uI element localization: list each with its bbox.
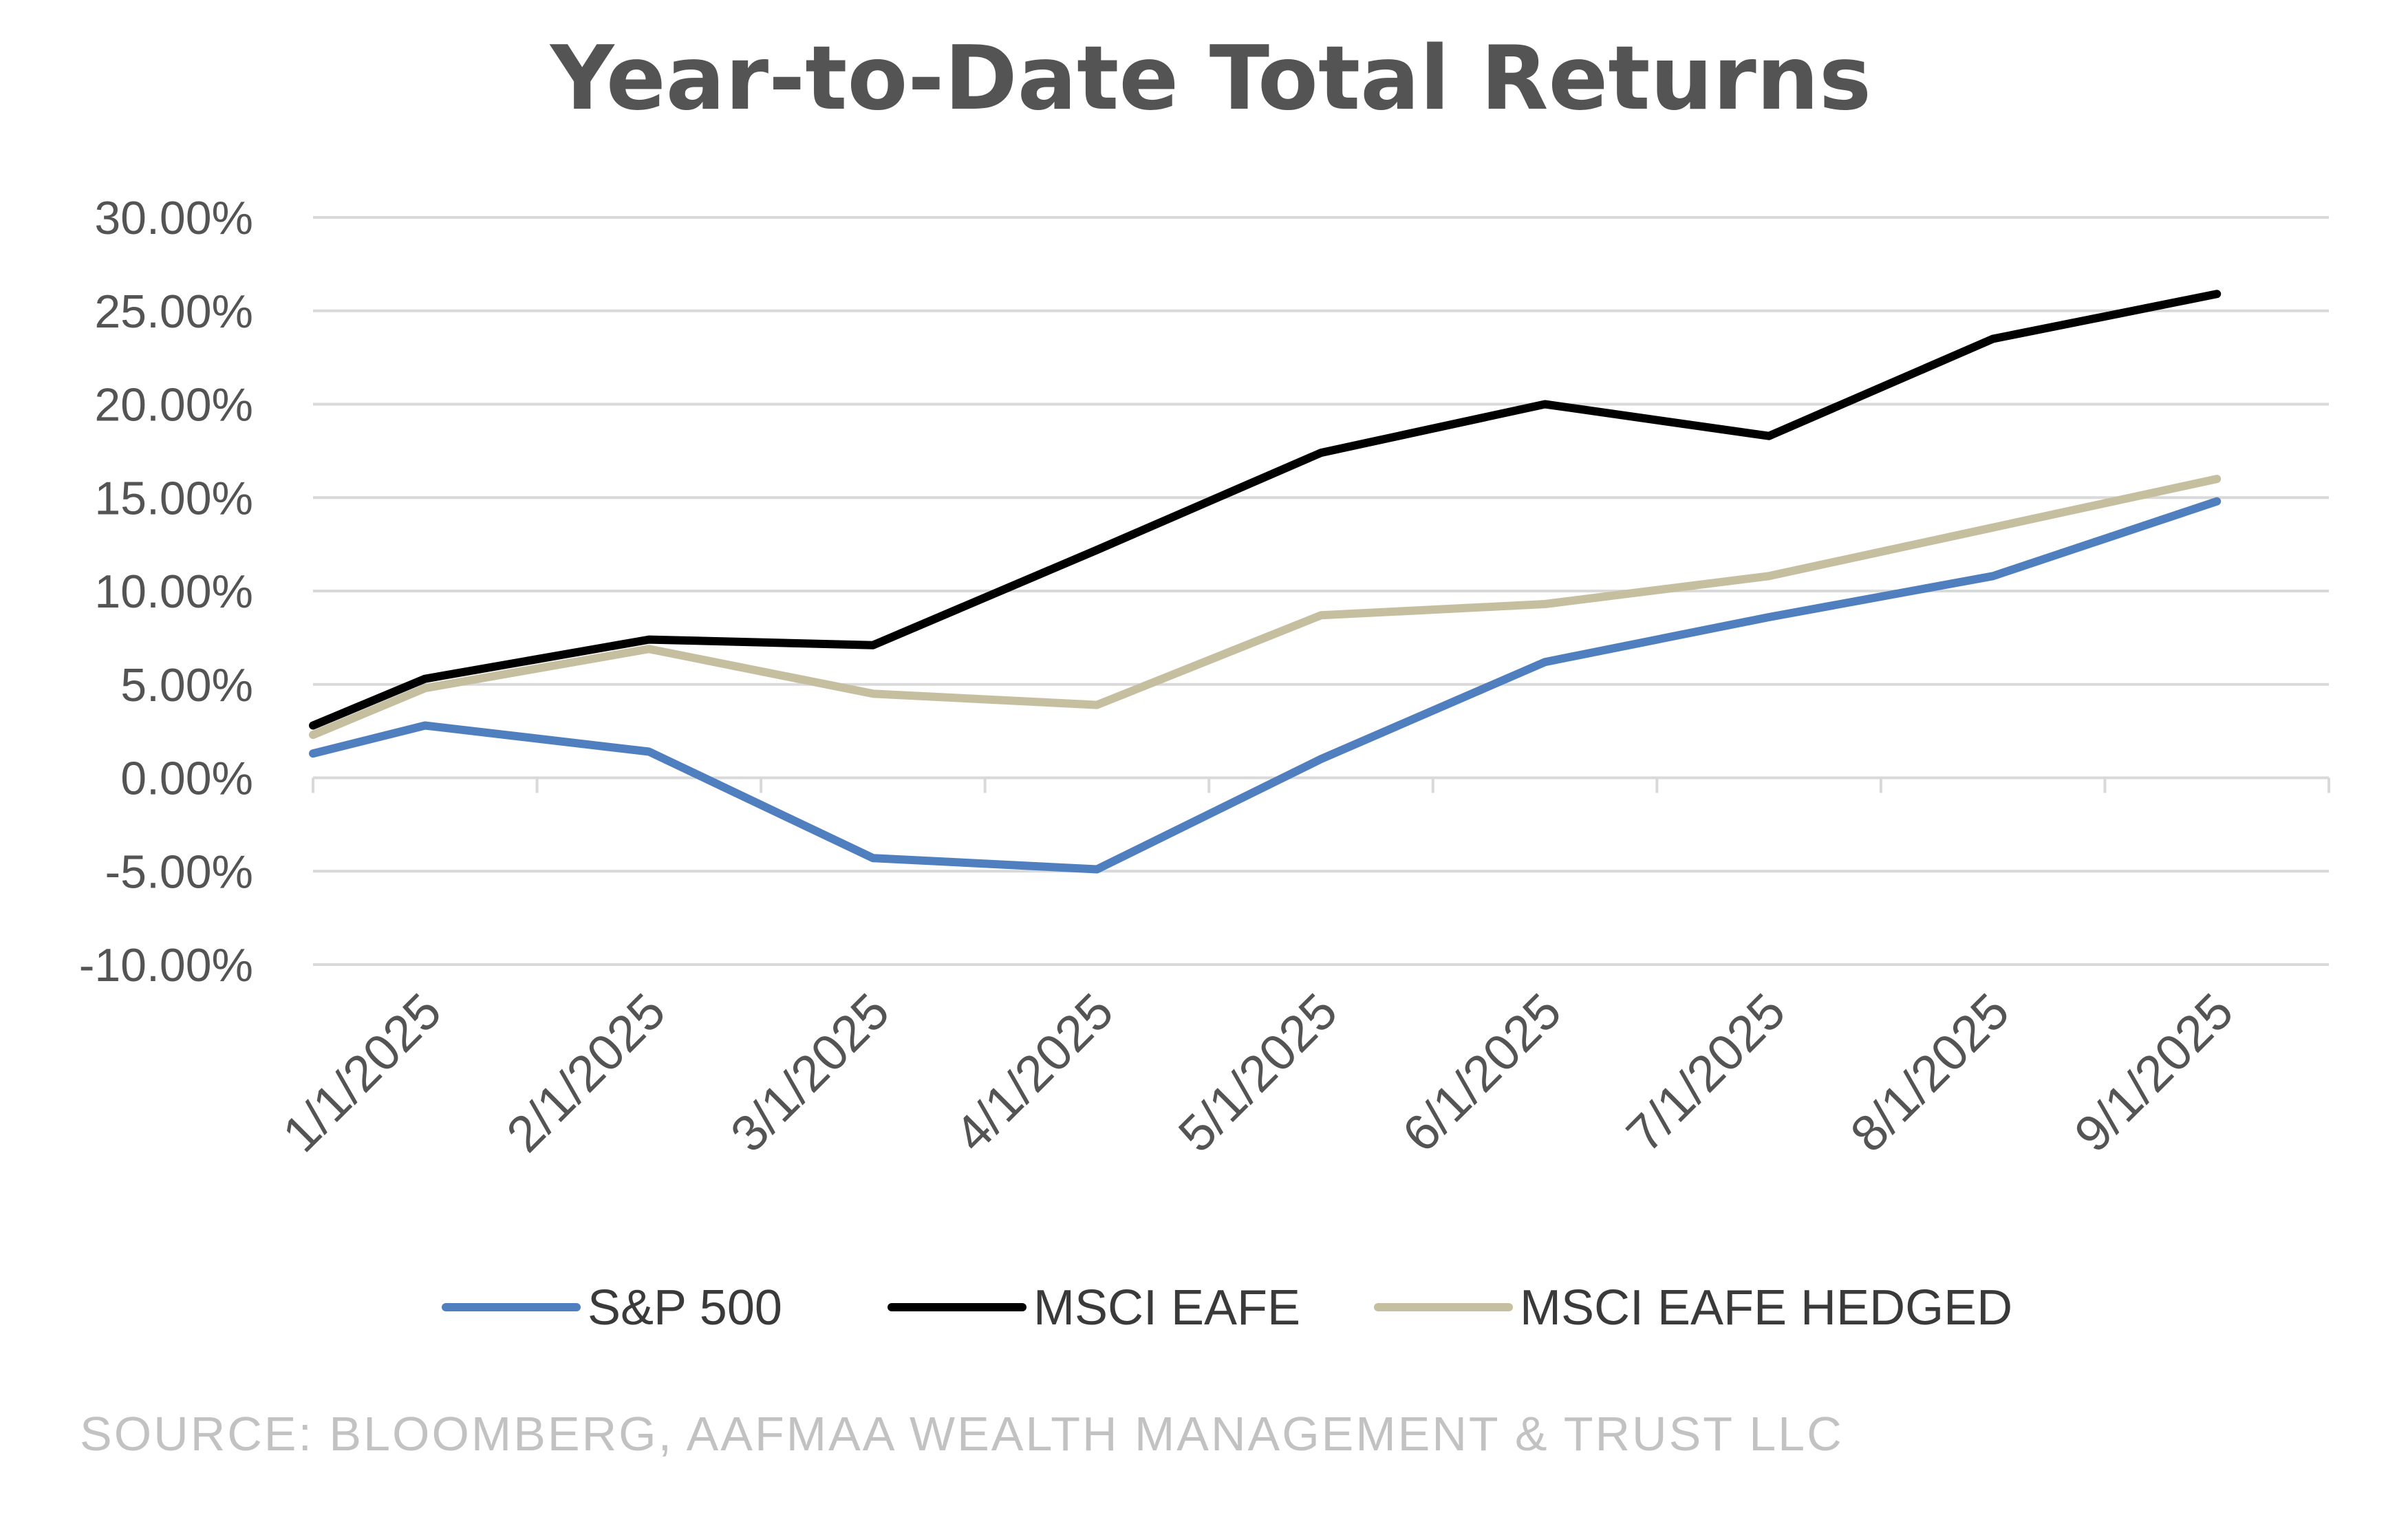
y-tick-label: 0.00% [120, 753, 253, 805]
gridlines [313, 216, 2329, 966]
y-tick-label: 30.00% [94, 192, 253, 244]
legend-label: MSCI EAFE HEDGED [1520, 1280, 2012, 1335]
chart-title: Year-to-Date Total Returns [549, 28, 1871, 130]
source-note: SOURCE: BLOOMBERG, AAFMAA WEALTH MANAGEM… [80, 1407, 1844, 1461]
y-tick-label: 15.00% [94, 472, 253, 524]
legend-label: MSCI EAFE [1033, 1280, 1300, 1335]
y-tick-label: 5.00% [120, 659, 253, 711]
legend-label: S&P 500 [588, 1280, 782, 1335]
legend: S&P 500 MSCI EAFE MSCI EAFE HEDGED [442, 1280, 2012, 1335]
y-tick-label: 10.00% [94, 566, 253, 618]
series-line [309, 475, 2222, 740]
y-tick-label: -10.00% [79, 939, 253, 991]
series-line [309, 290, 2222, 730]
y-tick-label: 20.00% [94, 379, 253, 431]
y-axis: 30.00% 25.00% 20.00% 15.00% 10.00% 5.00% 0.00%… [79, 192, 253, 991]
series-lines [309, 290, 2222, 874]
series-line [309, 497, 2222, 874]
y-tick-label: 25.00% [94, 286, 253, 338]
y-tick-label: -5.00% [105, 846, 253, 898]
